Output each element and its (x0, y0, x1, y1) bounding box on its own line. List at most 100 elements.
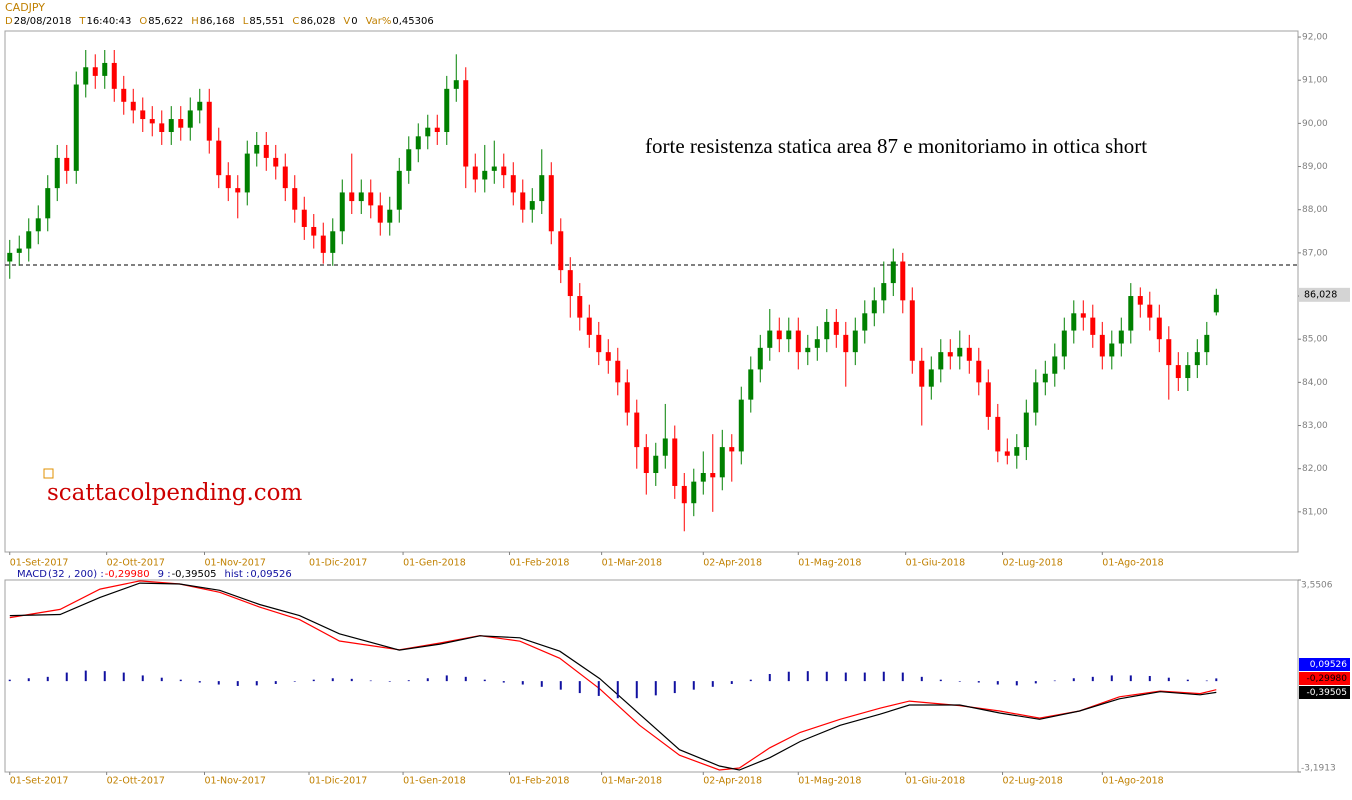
hist-bar (711, 681, 714, 687)
candle-body (263, 144, 269, 158)
hist-bar (825, 671, 828, 682)
candle-body (1213, 294, 1219, 313)
field-value: 0,45306 (392, 16, 434, 27)
field-value: 86,028 (300, 16, 336, 27)
candle-body (225, 175, 231, 189)
candle-body (510, 175, 516, 193)
candle-body (1156, 317, 1162, 340)
hist-bar (8, 679, 11, 682)
field-key: T (79, 16, 86, 27)
x-tick-label: 02-Lug-2018 (1003, 776, 1063, 787)
candle-body (1004, 451, 1010, 456)
candle-body (121, 88, 127, 102)
candle-body (111, 62, 117, 89)
candle-body (349, 192, 355, 202)
candle-body (805, 347, 811, 353)
candle-body (311, 226, 317, 236)
candle-body (45, 188, 51, 219)
candle-body (767, 330, 773, 348)
candle-body (1194, 352, 1200, 366)
candle-body (273, 157, 279, 167)
hist-bar (426, 678, 429, 682)
hist-bar (274, 681, 277, 684)
x-tick-label: 01-Mag-2018 (798, 558, 861, 569)
candle-body (434, 127, 440, 133)
candle-body (919, 360, 925, 387)
candle-body (643, 447, 649, 474)
x-tick-label: 02-Apr-2018 (703, 558, 762, 569)
price-panel (4, 30, 1299, 553)
candle-body (444, 88, 450, 133)
candle-body (425, 127, 431, 137)
candle-body (1204, 334, 1210, 353)
macd-line (9, 580, 1217, 771)
hist-bar (464, 676, 467, 682)
last-price-label: 86,028 (1304, 289, 1337, 300)
candle-body (368, 192, 374, 206)
field-key: L (242, 16, 249, 27)
candle-body (7, 252, 13, 262)
hist-bar (236, 681, 239, 686)
field-key: Var% (365, 16, 392, 27)
candle-body (681, 485, 687, 504)
x-tick-label: 01-Mag-2018 (798, 776, 861, 787)
y-tick-label: 89,00 (1302, 162, 1328, 172)
hist-bar (350, 678, 353, 682)
field-value: 85,551 (249, 16, 285, 27)
candle-body (738, 399, 744, 452)
hist-bar (46, 676, 49, 682)
hist-bar (977, 681, 980, 683)
candle-body (1033, 382, 1039, 413)
hist-bar (122, 672, 125, 682)
candle-body (900, 261, 906, 301)
x-tick-label: 01-Gen-2018 (403, 558, 466, 569)
candle-body (320, 235, 326, 253)
candle-body (862, 313, 868, 331)
candle-body (54, 157, 60, 189)
y-tick-label: 3,5506 (1301, 581, 1333, 591)
value-tag-label: 0,09526 (1310, 660, 1347, 670)
candle-body (453, 80, 459, 89)
candle-body (244, 153, 250, 193)
x-tick-label: 01-Set-2017 (10, 558, 69, 569)
candle-body (586, 317, 592, 335)
candle-body (159, 123, 165, 133)
candle-body (1128, 296, 1134, 331)
candle-body (529, 201, 535, 210)
candle-body (881, 283, 887, 301)
x-tick-label: 02-Ott-2017 (107, 558, 165, 569)
y-tick-label: 92,00 (1302, 33, 1328, 43)
hist-bar (958, 681, 961, 682)
y-tick-label: 90,00 (1302, 119, 1328, 129)
candle-body (130, 101, 136, 111)
hist-bar (882, 671, 885, 682)
hist-bar (1072, 678, 1075, 682)
hist-bar (160, 677, 163, 682)
x-tick-label: 01-Gen-2018 (403, 776, 466, 787)
hist-bar (749, 679, 752, 682)
candle-body (957, 347, 963, 357)
watermark: scattacolpending.com (47, 480, 302, 506)
hist-bar (901, 672, 904, 682)
x-tick-label: 01-Nov-2017 (205, 558, 266, 569)
candle-body (292, 188, 298, 210)
candle-body (909, 300, 915, 361)
candle-body (482, 170, 488, 180)
candle-body (634, 412, 640, 448)
hist-bar (1148, 675, 1151, 682)
x-tick-label: 01-Dic-2017 (309, 776, 367, 787)
candle-body (1109, 343, 1115, 357)
hist-bar (1110, 675, 1113, 682)
candle-body (662, 438, 668, 456)
hist-bar (559, 681, 562, 690)
x-tick-label: 01-Giu-2018 (906, 776, 966, 787)
x-tick-label: 01-Mar-2018 (602, 776, 662, 787)
candle-body (985, 382, 991, 417)
candle-body (605, 352, 611, 361)
field-key: C (292, 16, 300, 27)
last-price-tag (1299, 287, 1350, 302)
value-tag (1299, 686, 1350, 699)
candle-body (795, 330, 801, 353)
x-tick-label: 01-Feb-2018 (509, 776, 569, 787)
